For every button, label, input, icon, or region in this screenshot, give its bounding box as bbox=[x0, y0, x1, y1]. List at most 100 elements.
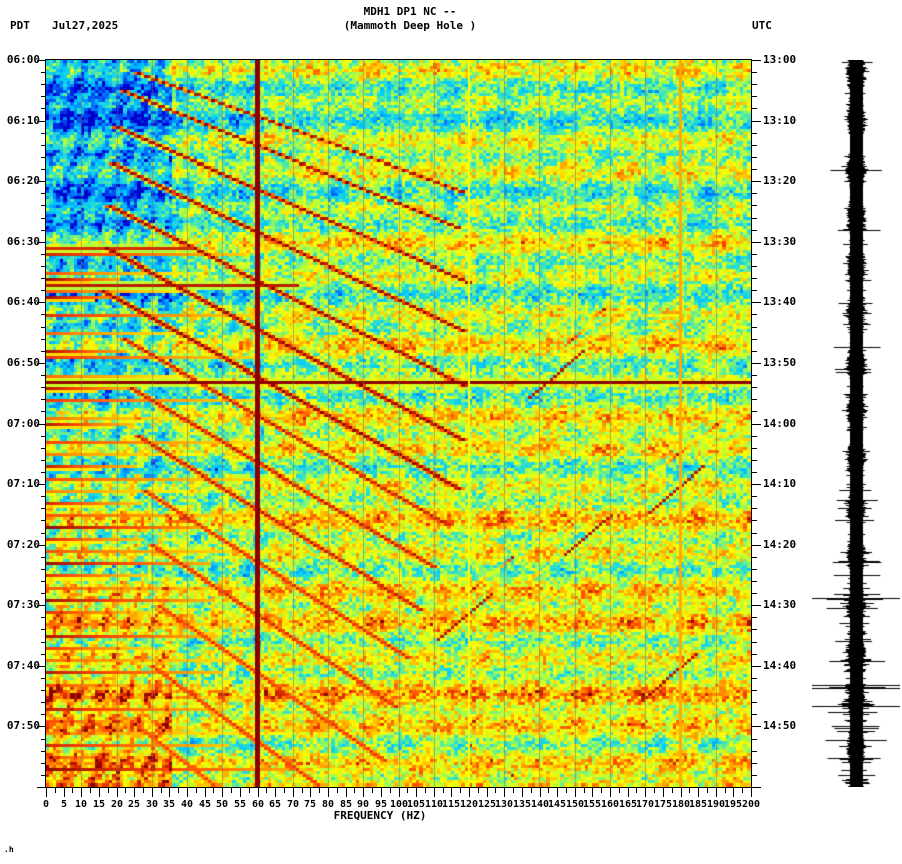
y-minor-tick-left bbox=[41, 133, 46, 134]
x-minor-tick bbox=[354, 788, 355, 793]
y-minor-tick-left bbox=[41, 448, 46, 449]
y-axis-label-right-0: 13:00 bbox=[763, 53, 797, 66]
x-major-tick bbox=[487, 788, 488, 797]
x-minor-tick bbox=[601, 788, 602, 793]
y-minor-tick-left bbox=[41, 314, 46, 315]
y-minor-tick-right bbox=[752, 472, 757, 473]
y-minor-tick-left bbox=[41, 581, 46, 582]
x-minor-tick bbox=[407, 788, 408, 793]
x-axis-label-31: 155 bbox=[582, 799, 602, 810]
y-minor-tick-right bbox=[752, 533, 757, 534]
y-minor-tick-right bbox=[752, 399, 757, 400]
x-axis-label-22: 110 bbox=[424, 799, 444, 810]
x-major-tick bbox=[575, 788, 576, 797]
x-major-tick bbox=[628, 788, 629, 797]
x-axis-label-23: 115 bbox=[441, 799, 461, 810]
x-minor-tick bbox=[513, 788, 514, 793]
y-major-tick-right bbox=[752, 666, 761, 667]
x-major-tick bbox=[416, 788, 417, 797]
y-minor-tick-left bbox=[41, 145, 46, 146]
x-major-tick bbox=[540, 788, 541, 797]
y-major-tick-right bbox=[752, 363, 761, 364]
y-minor-tick-left bbox=[41, 436, 46, 437]
y-minor-tick-right bbox=[752, 254, 757, 255]
y-minor-tick-left bbox=[41, 218, 46, 219]
spectrogram-canvas[interactable] bbox=[46, 60, 751, 787]
spectrogram-plot[interactable] bbox=[46, 60, 751, 787]
seismogram-canvas[interactable] bbox=[812, 60, 900, 787]
y-axis-label-right-11: 14:50 bbox=[763, 719, 797, 732]
y-minor-tick-left bbox=[41, 193, 46, 194]
y-major-tick-right bbox=[752, 121, 761, 122]
x-axis-label-33: 165 bbox=[618, 799, 638, 810]
y-major-tick-left bbox=[37, 545, 46, 546]
y-minor-tick-right bbox=[752, 508, 757, 509]
y-minor-tick-left bbox=[41, 763, 46, 764]
y-axis-label-right-9: 14:30 bbox=[763, 598, 797, 611]
x-axis-label-27: 135 bbox=[512, 799, 532, 810]
x-major-tick bbox=[381, 788, 382, 797]
y-minor-tick-right bbox=[752, 557, 757, 558]
y-minor-tick-right bbox=[752, 678, 757, 679]
y-axis-label-left-4: 06:40 bbox=[6, 295, 40, 308]
x-axis-label-11: 55 bbox=[233, 799, 247, 810]
y-major-tick-right bbox=[752, 545, 761, 546]
x-axis-label-36: 180 bbox=[671, 799, 691, 810]
x-axis-label-35: 175 bbox=[653, 799, 673, 810]
x-minor-tick bbox=[284, 788, 285, 793]
x-major-tick bbox=[258, 788, 259, 797]
y-minor-tick-left bbox=[41, 72, 46, 73]
timezone-label-left: PDT bbox=[10, 19, 30, 32]
y-minor-tick-left bbox=[41, 472, 46, 473]
y-minor-tick-left bbox=[41, 654, 46, 655]
y-major-tick-right bbox=[752, 484, 761, 485]
seismogram-trace-panel[interactable] bbox=[812, 60, 900, 787]
x-axis-label-7: 35 bbox=[162, 799, 176, 810]
y-minor-tick-right bbox=[752, 218, 757, 219]
y-major-tick-left bbox=[37, 726, 46, 727]
x-axis-title: FREQUENCY (HZ) bbox=[333, 809, 427, 822]
y-minor-tick-right bbox=[752, 96, 757, 97]
y-major-tick-right bbox=[752, 302, 761, 303]
y-minor-tick-right bbox=[752, 387, 757, 388]
y-minor-tick-left bbox=[41, 230, 46, 231]
x-major-tick bbox=[46, 788, 47, 797]
y-major-tick-left bbox=[37, 666, 46, 667]
x-axis-label-6: 30 bbox=[145, 799, 159, 810]
x-axis-label-28: 140 bbox=[530, 799, 550, 810]
x-minor-tick bbox=[372, 788, 373, 793]
x-axis-label-2: 10 bbox=[74, 799, 88, 810]
x-minor-tick bbox=[654, 788, 655, 793]
x-axis-label-34: 170 bbox=[635, 799, 655, 810]
y-minor-tick-left bbox=[41, 327, 46, 328]
x-minor-tick bbox=[584, 788, 585, 793]
y-major-tick-right bbox=[752, 60, 761, 61]
y-axis-label-right-1: 13:10 bbox=[763, 114, 797, 127]
x-major-tick bbox=[698, 788, 699, 797]
x-major-tick bbox=[733, 788, 734, 797]
y-minor-tick-right bbox=[752, 739, 757, 740]
x-minor-tick bbox=[108, 788, 109, 793]
y-minor-tick-right bbox=[752, 193, 757, 194]
x-axis-label-12: 60 bbox=[251, 799, 265, 810]
y-axis-label-left-6: 07:00 bbox=[6, 417, 40, 430]
y-minor-tick-left bbox=[41, 642, 46, 643]
y-minor-tick-left bbox=[41, 508, 46, 509]
x-axis-label-3: 15 bbox=[92, 799, 106, 810]
y-minor-tick-right bbox=[752, 230, 757, 231]
y-minor-tick-left bbox=[41, 290, 46, 291]
y-minor-tick-right bbox=[752, 339, 757, 340]
y-axis-label-left-10: 07:40 bbox=[6, 659, 40, 672]
x-minor-tick bbox=[249, 788, 250, 793]
y-major-tick-left bbox=[37, 302, 46, 303]
x-major-tick bbox=[681, 788, 682, 797]
x-axis-label-14: 70 bbox=[286, 799, 300, 810]
x-minor-tick bbox=[707, 788, 708, 793]
y-axis-label-left-11: 07:50 bbox=[6, 719, 40, 732]
x-minor-tick bbox=[443, 788, 444, 793]
y-axis-label-right-7: 14:10 bbox=[763, 477, 797, 490]
x-minor-tick bbox=[302, 788, 303, 793]
y-minor-tick-right bbox=[752, 714, 757, 715]
y-major-tick-right bbox=[752, 242, 761, 243]
y-minor-tick-left bbox=[41, 375, 46, 376]
